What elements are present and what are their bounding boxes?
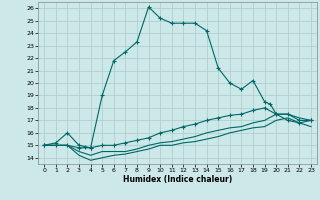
X-axis label: Humidex (Indice chaleur): Humidex (Indice chaleur): [123, 175, 232, 184]
